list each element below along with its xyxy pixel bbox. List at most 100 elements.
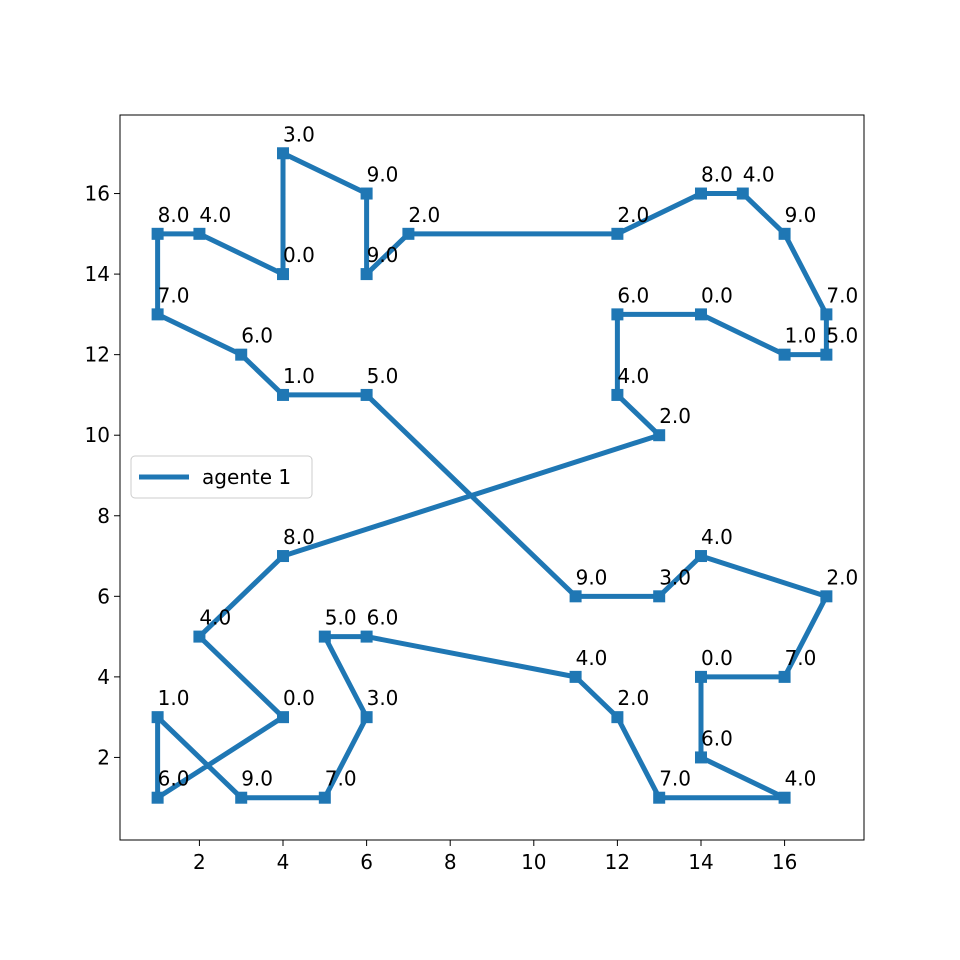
- y-tick-label: 2: [97, 745, 110, 769]
- data-point-label: 4.0: [701, 525, 733, 549]
- x-tick-label: 12: [605, 850, 630, 874]
- data-point-marker: [319, 792, 331, 804]
- x-tick-label: 8: [444, 850, 457, 874]
- data-point-label: 3.0: [367, 686, 399, 710]
- data-point-label: 1.0: [158, 686, 190, 710]
- data-point-label: 8.0: [701, 163, 733, 187]
- data-point-label: 6.0: [617, 283, 649, 307]
- data-point-label: 4.0: [199, 606, 231, 630]
- data-point-label: 0.0: [701, 646, 733, 670]
- data-point-marker: [402, 228, 414, 240]
- data-point-marker: [611, 228, 623, 240]
- data-point-label: 0.0: [283, 686, 315, 710]
- data-point-label: 4.0: [199, 203, 231, 227]
- data-point-label: 8.0: [283, 525, 315, 549]
- data-point-label: 9.0: [367, 243, 399, 267]
- data-point-label: 2.0: [408, 203, 440, 227]
- data-point-marker: [361, 268, 373, 280]
- data-point-marker: [570, 590, 582, 602]
- data-point-label: 3.0: [283, 122, 315, 146]
- data-point-marker: [779, 228, 791, 240]
- data-point-label: 9.0: [367, 163, 399, 187]
- y-tick-label: 8: [97, 504, 110, 528]
- data-point-marker: [277, 268, 289, 280]
- data-point-marker: [570, 671, 582, 683]
- data-point-label: 2.0: [617, 203, 649, 227]
- data-point-marker: [653, 429, 665, 441]
- data-point-label: 2.0: [617, 686, 649, 710]
- data-point-label: 7.0: [158, 283, 190, 307]
- data-point-label: 6.0: [701, 726, 733, 750]
- x-tick-label: 4: [277, 850, 290, 874]
- data-point-marker: [152, 711, 164, 723]
- y-tick-label: 4: [97, 665, 110, 689]
- y-tick-label: 12: [85, 343, 110, 367]
- data-point-label: 9.0: [241, 767, 273, 791]
- data-point-label: 0.0: [283, 243, 315, 267]
- data-point-marker: [820, 590, 832, 602]
- data-point-label: 6.0: [158, 767, 190, 791]
- data-point-marker: [820, 308, 832, 320]
- data-point-marker: [361, 711, 373, 723]
- data-point-label: 3.0: [659, 565, 691, 589]
- data-point-marker: [820, 349, 832, 361]
- data-point-marker: [695, 308, 707, 320]
- data-point-label: 4.0: [617, 364, 649, 388]
- data-point-marker: [361, 631, 373, 643]
- data-point-marker: [737, 188, 749, 200]
- data-point-label: 4.0: [785, 767, 817, 791]
- data-point-marker: [653, 792, 665, 804]
- data-point-marker: [235, 792, 247, 804]
- data-point-label: 9.0: [785, 203, 817, 227]
- data-point-label: 1.0: [785, 324, 817, 348]
- data-point-label: 2.0: [659, 404, 691, 428]
- data-point-marker: [611, 308, 623, 320]
- y-tick-label: 16: [85, 182, 110, 206]
- data-point-label: 5.0: [325, 606, 357, 630]
- data-point-marker: [319, 631, 331, 643]
- y-tick-label: 10: [85, 423, 110, 447]
- data-point-marker: [653, 590, 665, 602]
- data-point-label: 9.0: [576, 565, 608, 589]
- data-point-marker: [695, 550, 707, 562]
- data-point-marker: [361, 188, 373, 200]
- data-point-marker: [193, 228, 205, 240]
- data-point-marker: [235, 349, 247, 361]
- data-point-label: 4.0: [576, 646, 608, 670]
- data-point-marker: [695, 751, 707, 763]
- data-point-marker: [152, 228, 164, 240]
- data-point-marker: [361, 389, 373, 401]
- y-tick-label: 14: [85, 262, 110, 286]
- data-point-marker: [611, 389, 623, 401]
- data-point-marker: [277, 147, 289, 159]
- data-point-label: 2.0: [826, 565, 858, 589]
- data-point-label: 5.0: [367, 364, 399, 388]
- data-point-marker: [695, 188, 707, 200]
- legend[interactable]: agente 1: [131, 456, 312, 498]
- data-point-marker: [152, 308, 164, 320]
- data-point-marker: [152, 792, 164, 804]
- data-point-label: 1.0: [283, 364, 315, 388]
- data-point-label: 6.0: [367, 606, 399, 630]
- data-point-marker: [695, 671, 707, 683]
- data-point-label: 6.0: [241, 324, 273, 348]
- x-tick-label: 16: [772, 850, 797, 874]
- data-point-marker: [193, 631, 205, 643]
- y-tick-label: 6: [97, 584, 110, 608]
- x-tick-label: 10: [521, 850, 546, 874]
- data-point-marker: [779, 792, 791, 804]
- x-tick-label: 6: [360, 850, 373, 874]
- data-point-label: 7.0: [826, 283, 858, 307]
- data-point-label: 4.0: [743, 163, 775, 187]
- data-point-label: 8.0: [158, 203, 190, 227]
- x-tick-label: 2: [193, 850, 206, 874]
- data-point-label: 0.0: [701, 283, 733, 307]
- data-point-marker: [277, 389, 289, 401]
- data-point-marker: [277, 550, 289, 562]
- data-point-label: 7.0: [325, 767, 357, 791]
- data-point-label: 7.0: [785, 646, 817, 670]
- data-point-label: 5.0: [826, 324, 858, 348]
- data-point-marker: [779, 671, 791, 683]
- x-tick-label: 14: [688, 850, 713, 874]
